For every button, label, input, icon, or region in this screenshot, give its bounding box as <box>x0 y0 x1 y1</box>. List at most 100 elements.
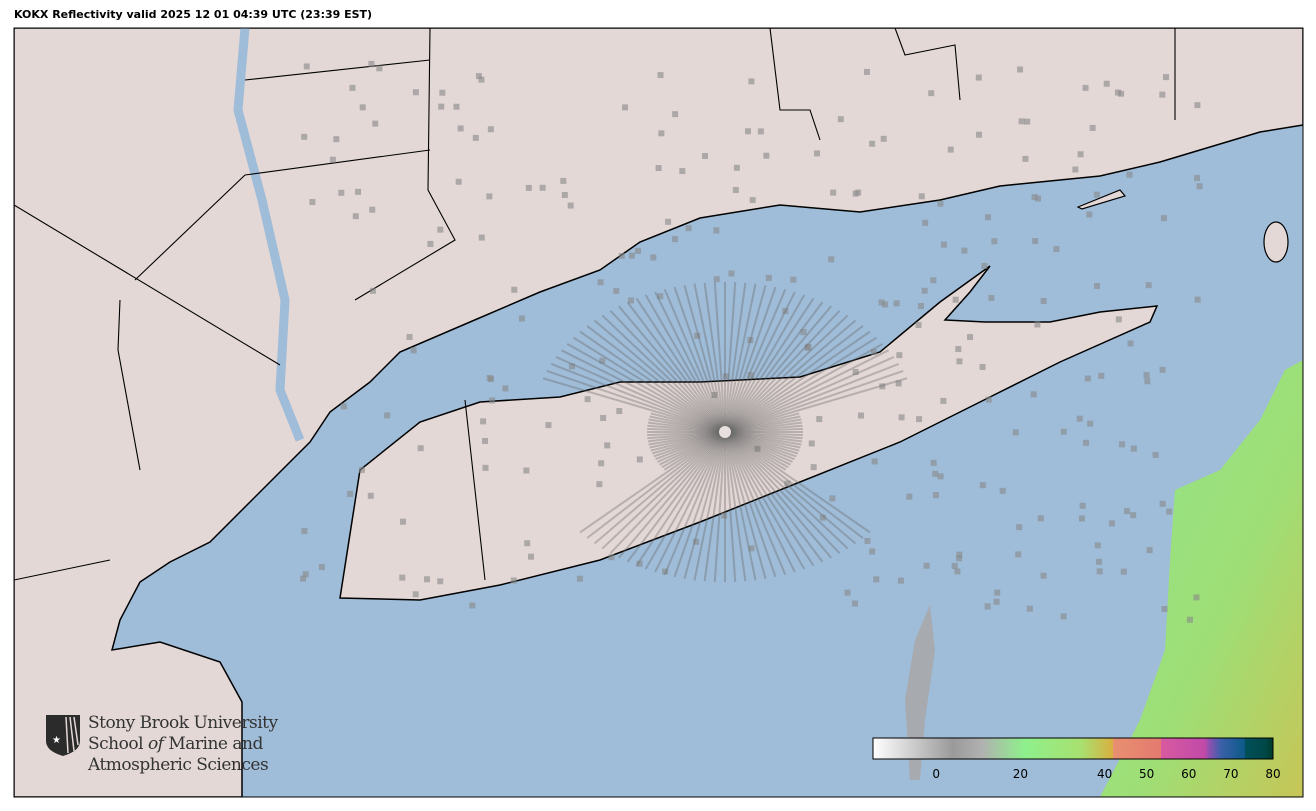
clutter-speckle <box>984 603 991 610</box>
clutter-speckle <box>921 287 928 294</box>
clutter-speckle <box>810 464 817 471</box>
radar-ray <box>673 431 726 578</box>
clutter-speckle <box>1035 195 1042 202</box>
clutter-speckle <box>837 116 844 123</box>
radar-ray <box>724 370 904 433</box>
clutter-speckle <box>359 104 366 111</box>
clutter-speckle <box>873 576 880 583</box>
clutter-speckle <box>478 76 485 83</box>
radar-ray <box>724 297 815 433</box>
clutter-speckle <box>309 199 316 206</box>
clutter-speckle <box>1193 594 1200 601</box>
clutter-speckle <box>922 219 929 226</box>
radar-ray <box>649 415 726 433</box>
clutter-speckle <box>599 357 606 364</box>
clutter-speckle <box>329 156 336 163</box>
radar-ray <box>659 431 726 466</box>
clutter-speckle <box>412 89 419 96</box>
radar-ray <box>724 412 800 433</box>
clutter-speckle <box>636 560 643 567</box>
clutter-speckle <box>940 241 947 248</box>
clutter-speckle <box>399 518 406 525</box>
clutter-speckle <box>596 481 603 488</box>
clutter-speckle <box>518 315 525 322</box>
logo-line-2a: School <box>88 734 148 754</box>
radar-ray <box>724 415 801 433</box>
clutter-speckle <box>560 177 567 184</box>
clutter-speckle <box>1053 246 1060 253</box>
clutter-speckle <box>937 200 944 207</box>
clutter-speckle <box>1186 616 1193 623</box>
clutter-speckle <box>1022 155 1029 162</box>
radar-ray <box>693 431 726 581</box>
clutter-speckle <box>672 111 679 118</box>
logo-line-3: Atmospheric Sciences <box>88 755 269 775</box>
radar-ray <box>663 431 726 576</box>
radar-ray <box>724 431 806 570</box>
clutter-speckle <box>545 422 552 429</box>
sbu-logo: ★ Stony Brook University School of Marin… <box>44 713 278 776</box>
radar-ray <box>724 421 803 433</box>
clutter-speckle <box>711 392 718 399</box>
clutter-speckle <box>600 415 607 422</box>
clutter-speckle <box>604 442 611 449</box>
clutter-speckle <box>1194 296 1201 303</box>
radar-ray <box>683 431 726 579</box>
radar-ray <box>572 336 726 433</box>
clutter-speckle <box>1108 520 1115 527</box>
clutter-speckle <box>635 247 642 254</box>
clutter-speckle <box>999 487 1006 494</box>
clutter-speckle <box>1032 238 1039 245</box>
state-borders <box>14 28 1176 581</box>
radar-ray <box>693 283 726 433</box>
radar-ray <box>609 431 726 555</box>
radar-ray <box>724 431 777 578</box>
clutter-speckle <box>300 575 307 582</box>
radar-ray <box>724 336 878 433</box>
clutter-speckle <box>424 576 431 583</box>
clutter-speckle <box>721 512 728 519</box>
clutter-speckle <box>437 578 444 585</box>
clutter-speckle <box>979 363 986 370</box>
clutter-speckle <box>844 589 851 596</box>
clutter-speckle <box>1084 375 1091 382</box>
clutter-speckle <box>952 296 959 303</box>
radar-ray <box>601 431 726 550</box>
clutter-speckle <box>410 347 417 354</box>
radar-ray <box>724 431 787 576</box>
clutter-speckle <box>967 334 974 341</box>
clutter-speckle <box>702 153 709 160</box>
radar-ray <box>724 286 777 433</box>
radar-ray <box>724 282 737 433</box>
clutter-speckle <box>1146 547 1153 554</box>
clutter-speckle <box>1086 211 1093 218</box>
block-island <box>1263 221 1289 263</box>
radar-ray <box>609 309 726 433</box>
radar-ray <box>724 431 795 461</box>
radar-ray <box>724 362 900 433</box>
radar-ray <box>579 330 726 433</box>
clutter-speckle <box>765 274 772 281</box>
radar-ray <box>593 431 726 545</box>
clutter-speckle <box>472 134 479 141</box>
radar-ray <box>724 431 767 579</box>
radar-ray <box>647 431 726 443</box>
clutter-speckle <box>469 602 476 609</box>
clutter-speckle <box>870 349 877 356</box>
clutter-speckle <box>584 396 591 403</box>
radar-ray <box>724 431 857 545</box>
clutter-speckle <box>372 120 379 127</box>
clutter-speckle <box>869 140 876 147</box>
radar-ray <box>724 301 824 433</box>
clutter-speckle <box>985 214 992 221</box>
clutter-speckle <box>930 277 937 284</box>
clutter-speckle <box>830 189 837 196</box>
map-frame <box>13 27 1304 798</box>
clutter-speckle <box>956 358 963 365</box>
radar-ray <box>647 424 726 433</box>
clutter-speckle <box>915 322 922 329</box>
clutter-speckle <box>956 555 963 562</box>
mainland <box>14 28 1303 797</box>
clutter-speckle <box>829 495 836 502</box>
map-title: KOKX Reflectivity valid 2025 12 01 04:39… <box>14 8 373 21</box>
